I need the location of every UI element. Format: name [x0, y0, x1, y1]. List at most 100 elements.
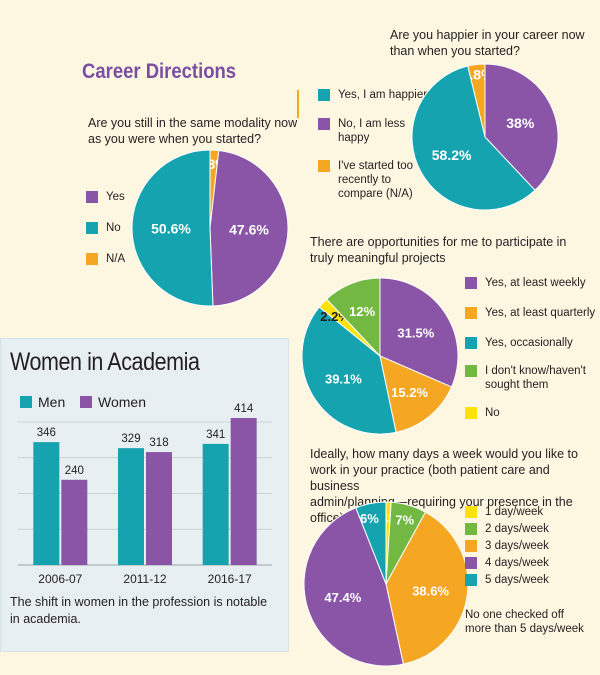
legend-label: 2 days/week: [485, 523, 549, 535]
legend-item: N/A: [86, 252, 125, 266]
pie-slice: [379, 277, 459, 388]
pie-slice: [355, 501, 387, 585]
x-tick-label: 2006-07: [38, 572, 82, 586]
pie-value-label: 31.5%: [397, 325, 434, 340]
bar-value-label: 414: [234, 403, 254, 415]
legend-label: Yes: [106, 191, 125, 203]
legend-item: Yes, at least weekly: [465, 276, 595, 290]
question-line: There are opportunities for me to partic…: [310, 235, 567, 249]
question-line: Are you still in the same modality now: [88, 116, 298, 130]
legend-item: 1 day/week: [465, 505, 549, 519]
academia-note: The shift in women in the profession is …: [10, 595, 268, 626]
question-line: than when you started?: [390, 44, 520, 58]
meaningful-pie-chart: 31.5%15.2%39.1%2.2% 12%: [301, 277, 459, 435]
divider: [297, 90, 299, 118]
bar-value-label: 346: [37, 427, 56, 439]
bar: [146, 452, 172, 565]
legend-swatch: [465, 277, 477, 289]
legend-line: No, I am less: [338, 118, 406, 130]
legend-swatch: [465, 506, 477, 518]
happier-pie-chart: 3.8%38%58.2%: [411, 63, 559, 211]
legend-label: No, I am less happy: [338, 117, 405, 145]
legend-item: Yes, at least quarterly: [465, 306, 595, 320]
pie-slice: [484, 63, 559, 191]
legend-label: No: [106, 222, 121, 234]
legend-item: I don't know/haven't sought them: [465, 364, 595, 392]
legend-swatch: [86, 253, 98, 265]
modality-question: Are you still in the same modality now a…: [88, 115, 308, 147]
pie-value-label: 38.6%: [412, 583, 449, 598]
legend-item: Yes, I am happier: [318, 88, 427, 102]
question-line: Are you happier in your career now: [390, 28, 585, 42]
x-tick-label: 2011-12: [123, 572, 166, 586]
pie-slice: [325, 277, 381, 358]
legend-label: I've started too recently to compare (N/…: [338, 159, 413, 201]
pie-slice: [131, 149, 214, 307]
legend-label: 4 days/week: [485, 557, 549, 569]
legend-line: compare (N/A): [338, 188, 413, 200]
meaningful-legend: Yes, at least weekly Yes, at least quart…: [465, 276, 595, 420]
pie-value-label: 12%: [349, 304, 375, 319]
legend-swatch: [86, 191, 98, 203]
legend-label: 5 days/week: [485, 574, 549, 586]
page-title: Career Directions: [82, 60, 237, 83]
bar: [230, 418, 257, 565]
legend-swatch: [465, 557, 477, 569]
question-line: Ideally, how many days a week would you …: [310, 447, 578, 461]
bar-value-label: 318: [149, 437, 168, 449]
pie-slice: [301, 306, 397, 435]
legend-swatch: [86, 222, 98, 234]
academia-bar-chart: Men Women 346 240 2006-07 329 318 2011-12 341 414…: [18, 394, 272, 586]
question-line: work in your practice (both patient care…: [310, 463, 550, 493]
bar-legend: Men Women: [20, 394, 146, 410]
legend-label: Women: [98, 394, 146, 410]
bar-value-label: 240: [65, 465, 84, 477]
pie-value-label: 15.2%: [391, 385, 428, 400]
legend-item: No: [86, 221, 125, 235]
question-line: as you were when you started?: [88, 132, 262, 146]
happier-question: Are you happier in your career now than …: [390, 27, 600, 59]
pie-value-label: 7%: [395, 512, 414, 527]
bar-value-label: 329: [121, 433, 140, 445]
days-note: No one checked off more than 5 days/week: [465, 608, 584, 636]
pie-slice: [411, 65, 536, 211]
legend-line: sought them: [485, 379, 549, 391]
pie-value-label: 47.4%: [324, 590, 361, 605]
legend-swatch: [20, 396, 32, 408]
legend-swatch: [80, 396, 92, 408]
legend-label: I don't know/haven't sought them: [485, 364, 586, 392]
pie-value-label: 47.6%: [229, 221, 269, 237]
legend-line: I don't know/haven't: [485, 365, 586, 377]
legend-label: No: [485, 407, 500, 419]
legend-swatch: [318, 160, 330, 172]
x-tick-label: 2016-17: [208, 572, 252, 586]
days-legend: 1 day/week 2 days/week 3 days/week 4 day…: [465, 505, 549, 587]
question-line: truly meaningful projects: [310, 251, 446, 265]
note-line: more than 5 days/week: [465, 623, 584, 635]
bar: [33, 442, 60, 565]
pie-value-label: 50.6%: [151, 221, 191, 237]
pie-slice: [303, 507, 404, 667]
meaningful-question: There are opportunities for me to partic…: [310, 234, 600, 266]
legend-swatch: [465, 574, 477, 586]
legend-swatch: [318, 118, 330, 130]
legend-item: No: [465, 406, 595, 420]
pie-slice: [209, 149, 289, 307]
legend-label: Yes, at least quarterly: [485, 307, 596, 319]
legend-label: Yes, at least weekly: [485, 277, 586, 289]
pie-value-label: 6%: [360, 511, 379, 526]
legend-swatch: [465, 523, 477, 535]
pie-slice: [379, 355, 453, 433]
bar: [61, 479, 88, 565]
legend-line: I've started too: [338, 160, 414, 172]
legend-item: I've started too recently to compare (N/…: [318, 159, 427, 201]
legend-line: recently to: [338, 174, 392, 186]
legend-item: 5 days/week: [465, 573, 549, 587]
legend-line: happy: [338, 132, 370, 144]
legend-item: 3 days/week: [465, 539, 549, 553]
legend-label: Men: [38, 394, 65, 410]
legend-label: Yes, occasionally: [485, 337, 573, 349]
pie-value-label: 38%: [506, 115, 535, 131]
legend-item: Yes: [86, 190, 125, 204]
modality-pie-chart: 1.8%47.6%50.6%: [131, 149, 289, 307]
